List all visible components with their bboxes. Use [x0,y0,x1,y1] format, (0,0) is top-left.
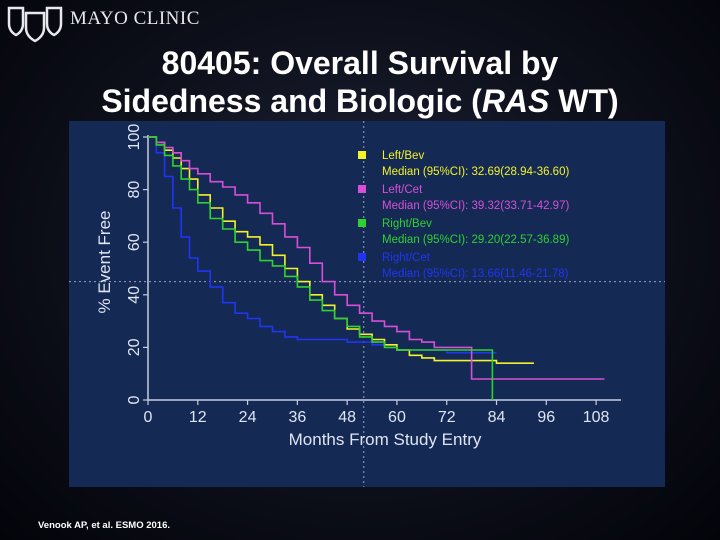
legend-label-right-cet: Right/Cet [382,252,431,264]
legend-swatch-left-cet [358,185,366,193]
x-tick-label: 84 [488,409,506,426]
slide-title: 80405: Overall Survival by Sidedness and… [0,44,720,120]
x-tick-label: 60 [388,409,406,426]
title-line-2-suffix: WT) [549,83,619,119]
x-tick-label: 72 [438,409,456,426]
legend-label-left-bev: Left/Bev [382,150,424,162]
legend-label-right-bev: Right/Bev [382,218,432,230]
series-line-left-cet [148,136,605,380]
y-tick-label: 100 [126,124,143,151]
y-tick-label: 40 [126,286,143,304]
y-tick-label: 80 [126,181,143,199]
legend-swatch-left-bev [358,151,366,159]
legend: Left/Bev Median (95%CI): 32.69(28.94-36.6… [358,150,569,280]
y-axis-label: % Event Free [95,211,114,314]
x-tick-label: 108 [583,409,610,426]
legend-median-right-bev: Median (95%CI): 29.20(22.57-36.89) [382,234,569,246]
y-tick-label: 0 [126,395,143,404]
mayo-clinic-logo: MAYO CLINIC [6,4,200,44]
mayo-shields-icon [7,6,63,43]
title-line-1: 80405: Overall Survival by [161,45,559,81]
reference-lines [69,121,665,487]
series-lines [148,136,605,400]
citation: Venook AP, et al. ESMO 2016. [38,520,171,531]
legend-swatch-right-bev [358,219,366,227]
axes: 0 12 24 36 48 60 72 84 96 108 0 20 40 60 80 100 [126,124,621,426]
x-tick-label: 36 [288,409,306,426]
y-tick-label: 20 [126,338,143,356]
title-line-2-italic: RAS [481,83,550,119]
legend-label-left-cet: Left/Cet [382,184,423,196]
x-tick-label: 48 [338,409,356,426]
y-tick-label: 60 [126,233,143,251]
legend-swatch-right-cet [358,253,366,261]
series-line-right-cet [148,136,497,354]
x-tick-label: 24 [239,409,257,426]
logo-text: MAYO CLINIC [70,8,200,29]
x-tick-label: 0 [144,409,153,426]
legend-median-right-cet: Median (95%CI): 13.66(11.46-21.78) [382,268,569,280]
x-axis-label: Months From Study Entry [289,430,482,449]
plot-panel [69,121,665,487]
legend-median-left-bev: Median (95%CI): 32.69(28.94-36.60) [382,166,569,178]
series-line-right-bev [148,136,494,400]
title-line-2-prefix: Sidedness and Biologic ( [101,83,482,119]
x-tick-label: 96 [537,409,555,426]
x-tick-label: 12 [189,409,207,426]
legend-median-left-cet: Median (95%CI): 39.32(33.71-42.97) [382,200,569,212]
